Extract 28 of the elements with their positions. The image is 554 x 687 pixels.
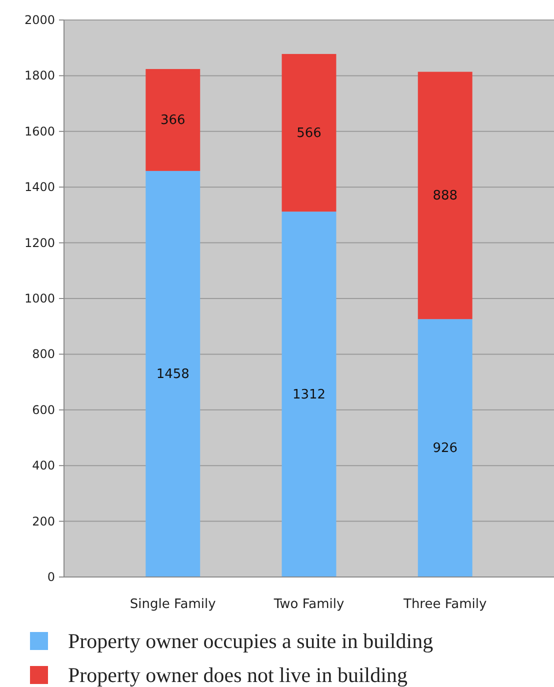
x-tick-label: Two Family <box>272 597 344 612</box>
y-tick-label: 400 <box>32 458 55 473</box>
bar <box>282 54 336 212</box>
data-label: 366 <box>160 112 186 128</box>
y-tick-label: 0 <box>47 570 55 584</box>
data-label: 888 <box>432 188 458 204</box>
data-label: 926 <box>432 441 458 456</box>
bar <box>418 72 472 320</box>
data-label: 1458 <box>156 366 190 382</box>
bar <box>146 69 200 171</box>
y-tick-label: 1200 <box>24 236 55 250</box>
y-tick-label: 1400 <box>24 180 55 194</box>
legend-label: Property owner does not live in building <box>68 663 408 687</box>
y-tick-label: 200 <box>32 514 55 528</box>
y-tick-label: 1000 <box>24 292 55 306</box>
data-label: 566 <box>296 126 322 141</box>
bar <box>282 212 336 577</box>
y-tick-label: 800 <box>32 347 55 362</box>
y-tick-label: 1800 <box>24 68 55 83</box>
bar <box>418 319 472 577</box>
x-tick-label: Three Family <box>402 597 488 612</box>
legend-label: Property owner occupies a suite in building <box>68 629 434 653</box>
data-label: 1312 <box>292 387 326 402</box>
bar <box>146 170 200 577</box>
y-tick-label: 2000 <box>24 13 55 27</box>
x-tick-label: Single Family <box>130 597 216 612</box>
y-tick-label: 1600 <box>24 124 55 138</box>
y-tick-label: 600 <box>32 402 55 417</box>
